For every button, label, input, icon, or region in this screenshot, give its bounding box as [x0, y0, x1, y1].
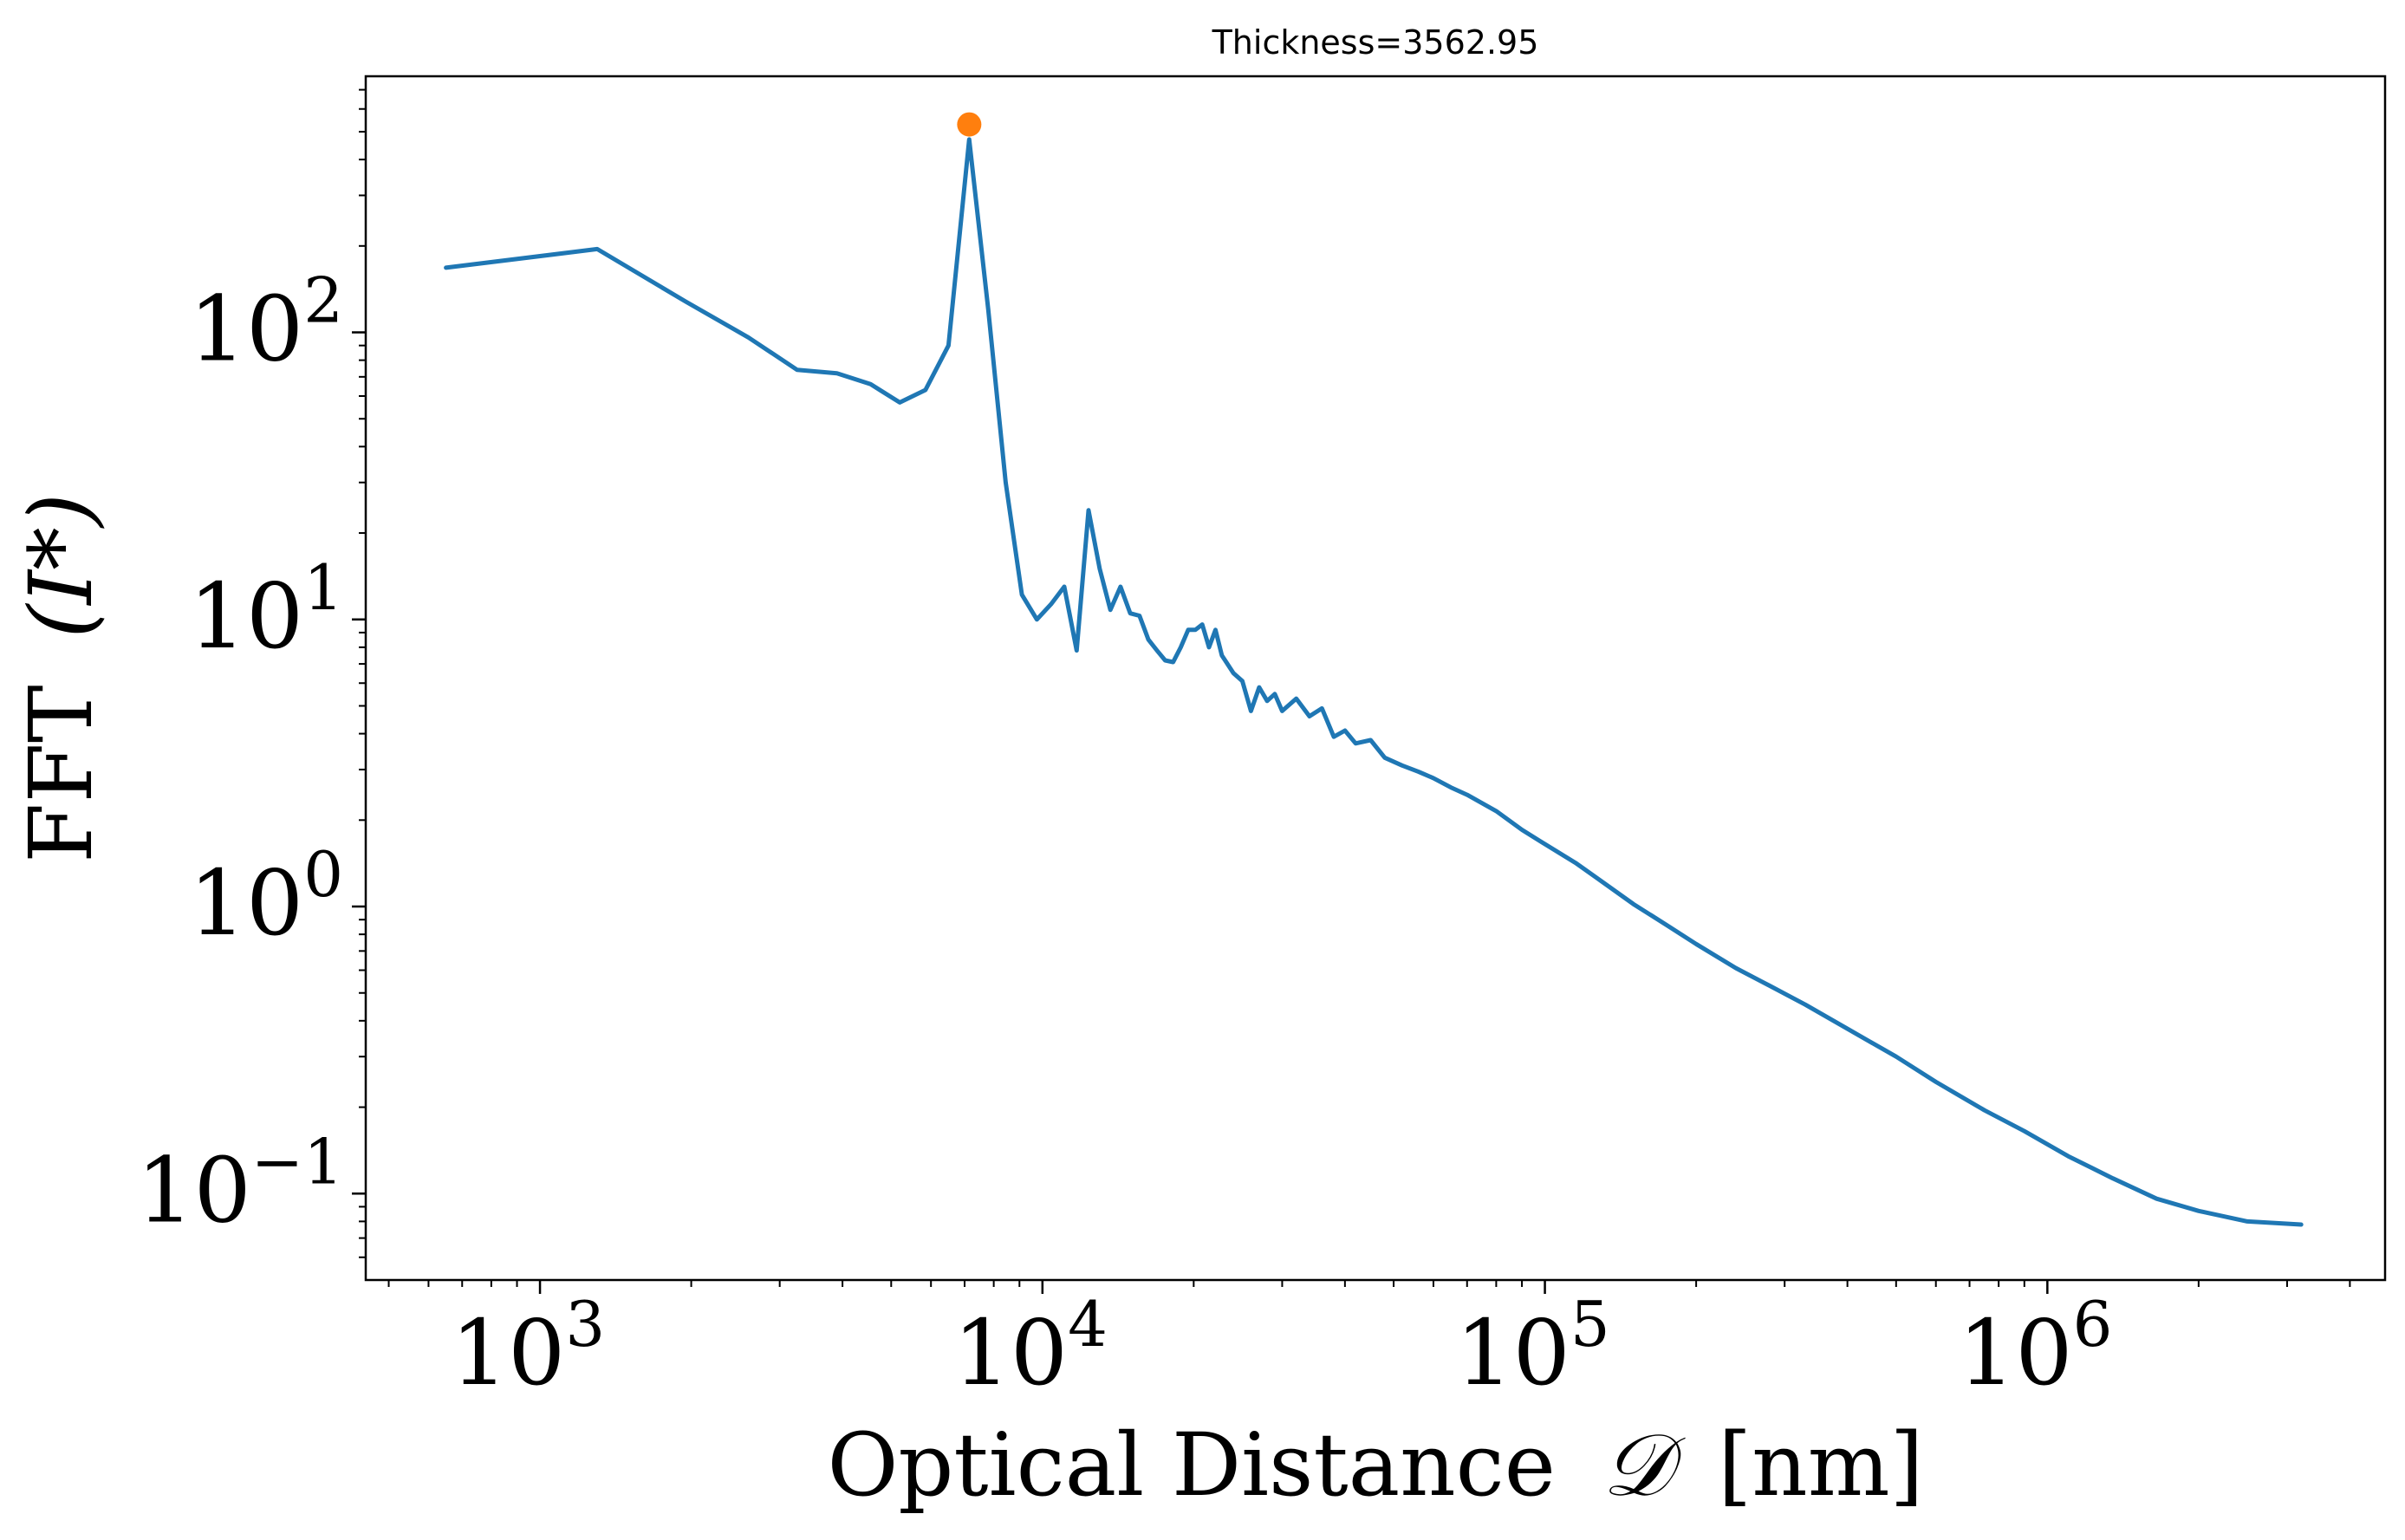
peak-layer — [957, 112, 982, 137]
y-tick-label-base: 10 — [189, 850, 303, 956]
y-tick-label: 102 — [189, 264, 343, 382]
x-tick-label-exponent: 3 — [565, 1288, 605, 1361]
x-tick-label-base: 10 — [953, 1300, 1068, 1406]
x-tick-label: 105 — [1456, 1288, 1610, 1406]
y-axis-label-symbol: (I*) — [10, 493, 112, 639]
x-tick-label-base: 10 — [451, 1300, 565, 1406]
x-tick-label: 106 — [1958, 1288, 2112, 1406]
x-tick-label-exponent: 4 — [1068, 1288, 1108, 1361]
plot-area — [364, 75, 2387, 1282]
x-tick-label: 103 — [451, 1288, 605, 1406]
x-tick-label-base: 10 — [1958, 1300, 2072, 1406]
peak-marker — [957, 112, 982, 137]
y-tick-label-exponent: 0 — [303, 838, 343, 911]
y-tick-label: 100 — [189, 838, 343, 956]
y-tick-label-exponent: −1 — [251, 1125, 343, 1198]
x-axis-label: Optical Distance 𝒟 [nm] — [827, 1414, 1923, 1516]
y-tick-label: 10−1 — [137, 1125, 343, 1243]
series-line-fft — [444, 137, 2304, 1227]
x-tick-label-base: 10 — [1456, 1300, 1570, 1406]
x-tick-label: 104 — [953, 1288, 1108, 1406]
minor-ticks — [359, 88, 2351, 1287]
x-axis-label-unit: [nm] — [1718, 1414, 1923, 1516]
chart-title: Thickness=3562.95 — [1212, 23, 1539, 62]
y-tick-label-base: 10 — [189, 563, 303, 669]
y-tick-label-base: 10 — [137, 1137, 251, 1243]
y-axis-label-text: FFT — [10, 685, 112, 862]
x-tick-label-exponent: 5 — [1570, 1288, 1610, 1361]
labels-layer: Thickness=3562.95 Optical Distance 𝒟 [nm… — [10, 23, 1924, 1516]
x-axis-label-symbol: 𝒟 — [1602, 1414, 1687, 1516]
series-layer — [444, 137, 2304, 1227]
y-tick-label-exponent: 1 — [303, 551, 343, 624]
y-tick-label-exponent: 2 — [303, 264, 343, 337]
x-axis-label-text: Optical Distance — [827, 1414, 1555, 1516]
x-tick-label-exponent: 6 — [2073, 1288, 2113, 1361]
axes-frame — [364, 75, 2387, 1282]
y-axis-label: FFT (I*) — [10, 493, 112, 863]
y-tick-label-base: 10 — [189, 276, 303, 382]
y-tick-label: 101 — [189, 551, 343, 669]
